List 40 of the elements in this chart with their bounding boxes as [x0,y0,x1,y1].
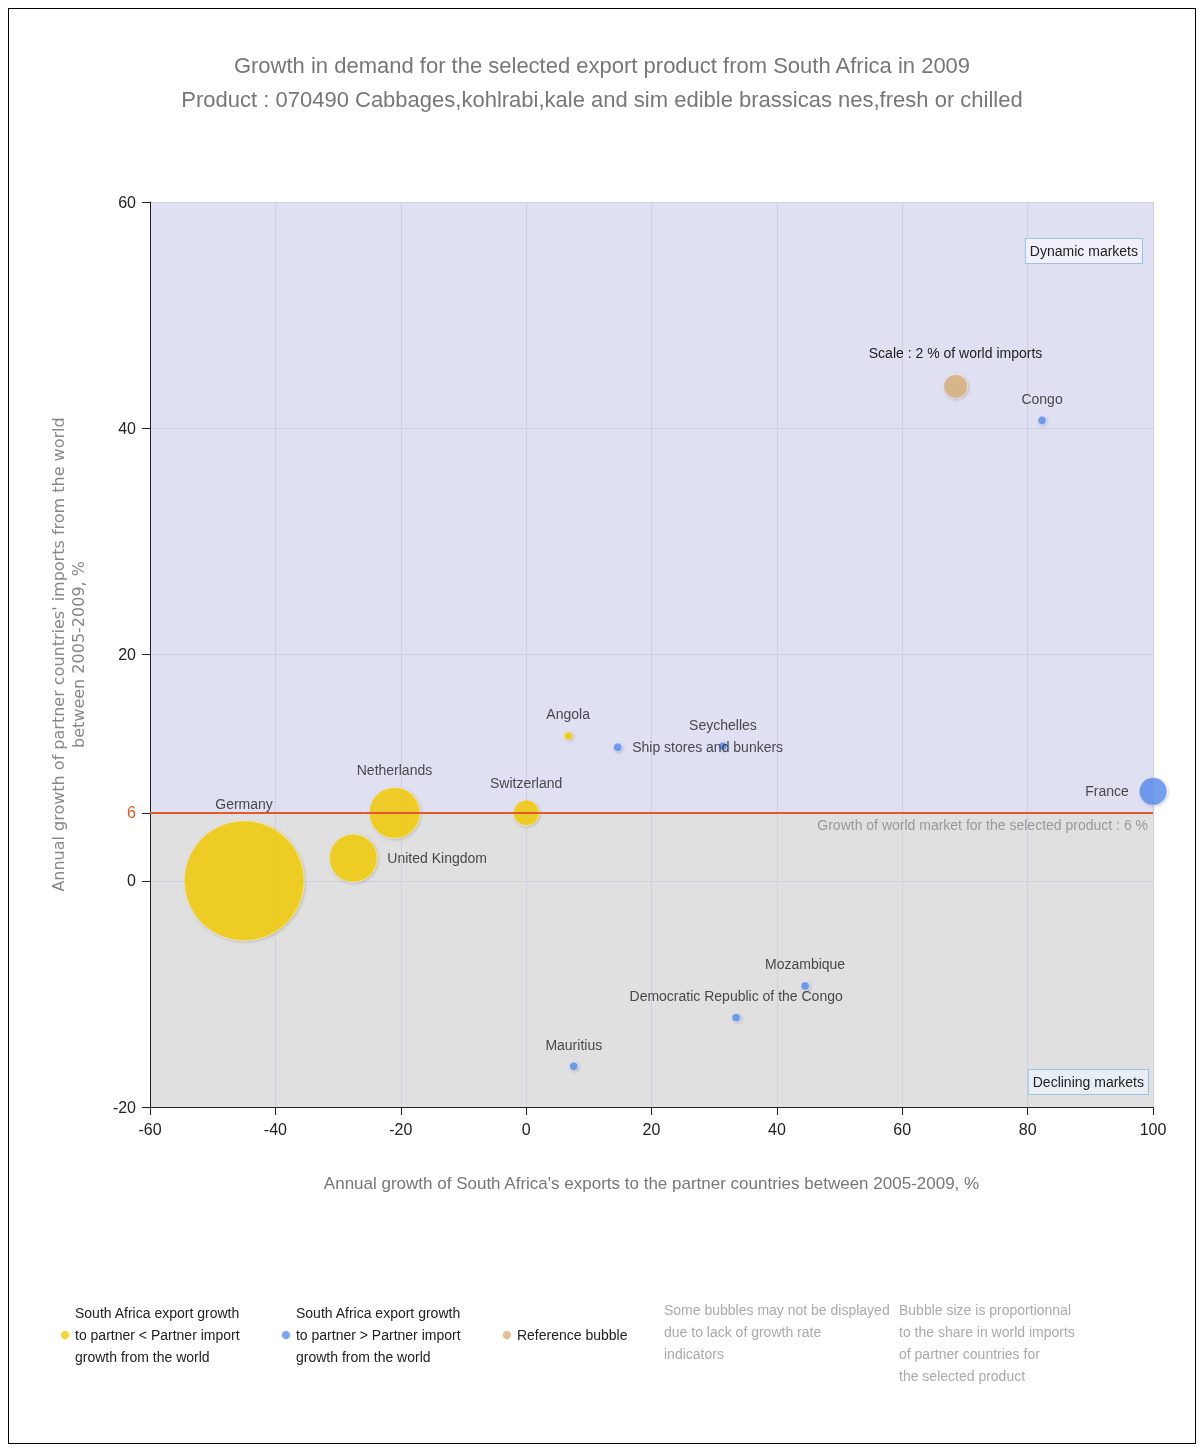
x-tick-label: 100 [1139,1120,1167,1138]
data-label: Seychelles [689,716,757,733]
x-tick-label: 40 [767,1120,786,1138]
x-tick-label: 0 [521,1120,531,1138]
x-axis-title: Annual growth of South Africa's exports to the partner countries between 2005-2009, % [323,1174,980,1193]
data-label: Ship stores and bunkers [632,739,784,756]
y-tick-label: 6 [127,804,137,822]
x-tick-label: -60 [138,1120,162,1138]
y-tick-label: 40 [118,419,137,437]
data-label: Netherlands [356,762,433,779]
data-label: United Kingdom [387,850,487,867]
data-label: Congo [1021,390,1063,407]
data-label: France [1085,783,1130,800]
data-label: Democratic Republic of the Congo [629,988,843,1005]
x-tick-label: 80 [1018,1120,1037,1138]
text: Bubble size is proportionnal to the share in world imports of partner countries for the selected product [899,1302,1075,1384]
chart-subtitle: Product : 070490 Cabbages,kohlrabi,kale and sim edible brassicas nes,fresh or chilled [181,86,1023,112]
data-label: Mauritius [545,1036,603,1053]
legend-label: Reference bubble [516,1327,628,1343]
annotation: Dynamic markets [1029,243,1139,259]
annotation: Scale : 2 % of world imports [868,345,1043,362]
x-tick-label: 20 [642,1120,661,1138]
text: Some bubbles may not be displayed due to lack of growth rate indicators [664,1302,890,1362]
chart-title: Growth in demand for the selected export product from South Africa in 2009 [233,52,971,78]
x-tick-label: 60 [893,1120,912,1138]
data-label: Mozambique [765,956,846,973]
legend-label: South Africa export growth to partner > Partner import growth from the world [295,1305,461,1365]
y-tick-label: -20 [112,1098,137,1116]
x-tick-label: -20 [389,1120,413,1138]
y-axis-title: Annual growth of partner countries' imports from the world between 2005-2009, % [48,417,88,892]
annotation: Declining markets [1032,1074,1144,1090]
y-tick-label: 0 [127,872,137,890]
y-tick-label: 60 [118,193,137,211]
y-tick-label: 20 [118,646,137,663]
data-label: Angola [546,706,591,723]
data-label: Switzerland [489,774,563,791]
x-tick-label: -40 [263,1120,288,1138]
legend-label: South Africa export growth to partner < Partner import growth from the world [75,1305,240,1365]
data-label: Germany [215,795,273,812]
ref-line-label: Growth of world market for the selected product : 6 % [817,816,1148,833]
